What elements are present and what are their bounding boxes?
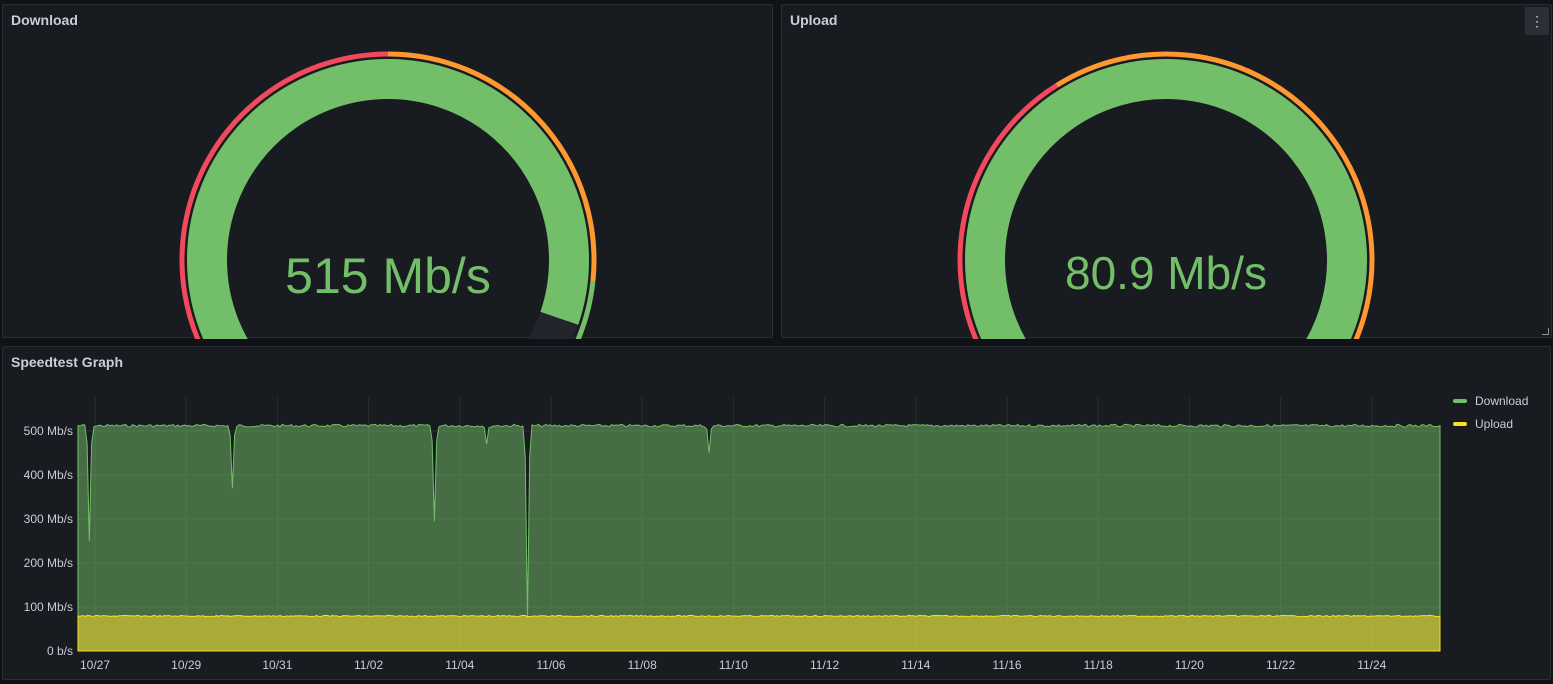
download-series-area [77,423,1441,652]
y-tick-label: 100 Mb/s [24,600,73,614]
x-tick-label: 11/14 [901,658,930,672]
download-gauge-threshold-0 [179,51,389,339]
x-tick-label: 11/22 [1266,658,1295,672]
x-tick-label: 11/20 [1175,658,1204,672]
x-tick-label: 10/29 [171,658,201,672]
upload-gauge: 80.9 Mb/s [957,51,1375,339]
x-tick-label: 11/02 [354,658,383,672]
y-tick-label: 500 Mb/s [24,424,73,438]
x-tick-label: 11/08 [628,658,657,672]
download-gauge-fill [187,59,589,339]
download-panel: Download 515 Mb/s [2,4,773,339]
y-tick-label: 400 Mb/s [24,468,73,482]
upload-panel: Upload ⋮ 80.9 Mb/s [781,4,1552,339]
upload-value: 80.9 Mb/s [1065,247,1267,299]
x-tick-label: 11/24 [1357,658,1386,672]
y-tick-label: 300 Mb/s [24,512,73,526]
upload-gauge-fill [965,59,1367,339]
y-tick-label: 0 b/s [47,644,73,658]
legend-label-download: Download [1475,393,1529,408]
x-tick-label: 11/06 [536,658,565,672]
legend-swatch-download [1453,398,1467,403]
legend-swatch-upload [1453,421,1467,426]
kebab-menu-icon[interactable]: ⋮ [1525,7,1549,35]
graph-panel-title[interactable]: Speedtest Graph [11,354,124,370]
resize-handle[interactable] [1542,328,1549,335]
upload-panel-title[interactable]: Upload [790,12,838,28]
legend-item-download[interactable]: Download [1453,389,1528,412]
x-tick-label: 11/04 [445,658,474,672]
upload-gauge-threshold-1 [1055,51,1375,339]
chart-legend: Download Upload [1453,389,1528,435]
upload-gauge-threshold-0 [957,83,1059,339]
speedtest-chart[interactable]: 0 b/s 100 Mb/s 200 Mb/s 300 Mb/s 400 Mb/s 500… [3,347,1552,681]
download-gauge-threshold-1 [387,51,597,282]
download-gauge-threshold-2 [575,281,596,339]
x-tick-label: 11/12 [810,658,839,672]
x-tick-label: 10/27 [80,658,110,672]
x-tick-label: 10/31 [262,658,292,672]
y-tick-label: 200 Mb/s [24,556,73,570]
legend-item-upload[interactable]: Upload [1453,412,1528,435]
x-tick-label: 11/18 [1084,658,1113,672]
download-value: 515 Mb/s [285,248,491,304]
download-gauge: 515 Mb/s [179,51,597,339]
upload-series-area [77,614,1441,652]
x-tick-label: 11/16 [992,658,1021,672]
legend-label-upload: Upload [1475,416,1514,431]
download-panel-title[interactable]: Download [11,12,78,28]
speedtest-graph-panel: Speedtest Graph 0 b/s 100 Mb/s 200 Mb/s 300… [2,346,1551,680]
x-tick-label: 11/10 [719,658,748,672]
